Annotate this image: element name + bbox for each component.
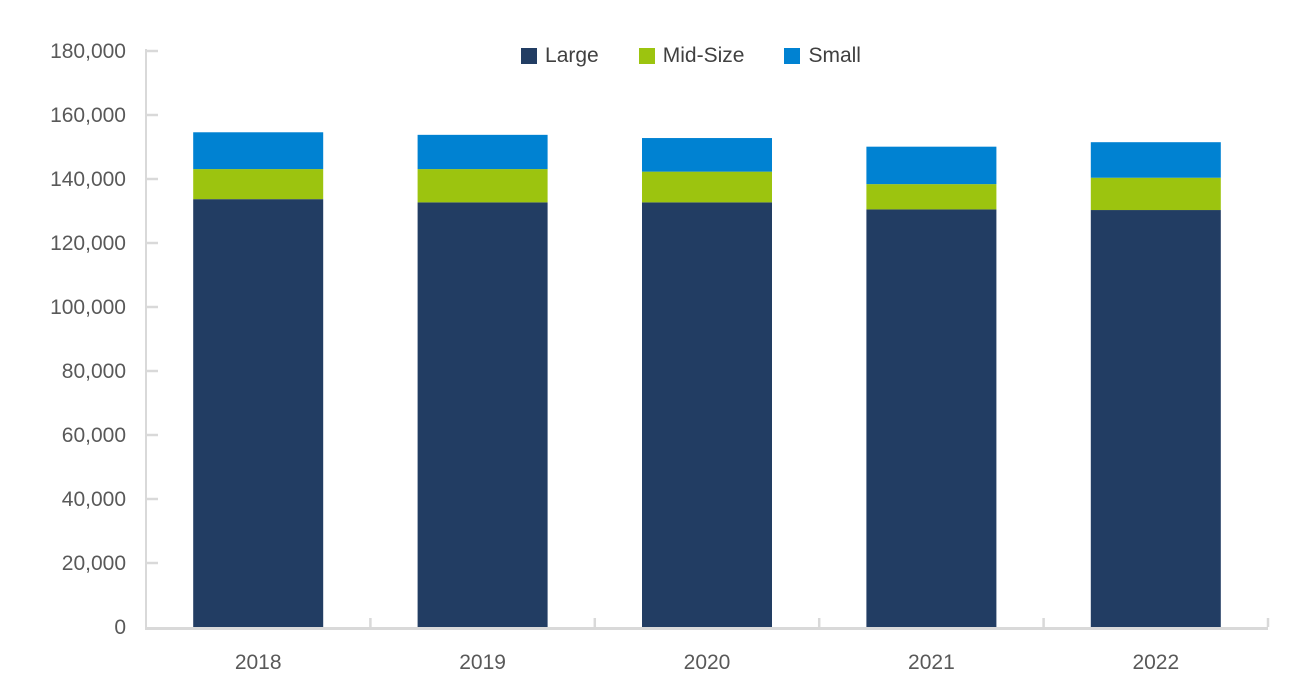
- y-axis-label: 40,000: [62, 488, 126, 511]
- chart-legend: Large Mid-Size Small: [130, 44, 1252, 68]
- y-axis-label: 60,000: [62, 424, 126, 447]
- bar-segment-2018-mid-size: [193, 169, 324, 200]
- legend-item-small: Small: [784, 44, 861, 68]
- y-axis-label: 80,000: [62, 360, 126, 383]
- legend-label-mid-size: Mid-Size: [662, 44, 745, 67]
- bar-segment-2019-mid-size: [417, 169, 548, 203]
- legend-label-small: Small: [808, 44, 861, 67]
- y-axis-label: 20,000: [62, 552, 126, 575]
- bar-segment-2022-mid-size: [1090, 177, 1221, 211]
- x-axis-label: 2022: [1132, 651, 1179, 674]
- x-axis-label: 2019: [459, 651, 506, 674]
- bar-segment-2020-small: [642, 138, 772, 172]
- legend-swatch-small-icon: [784, 48, 801, 64]
- bar-segment-2020-mid-size: [642, 171, 772, 203]
- bar-segment-2018-small: [193, 132, 324, 170]
- y-axis-label: 160,000: [50, 104, 126, 127]
- bar-segment-2018-large: [193, 199, 324, 627]
- legend-swatch-mid-size-icon: [638, 48, 655, 64]
- y-axis-label: 100,000: [50, 296, 126, 319]
- bar-segment-2019-small: [417, 134, 548, 170]
- y-axis-label: 0: [114, 616, 126, 639]
- bar-segment-2022-small: [1090, 142, 1221, 178]
- bar-segment-2021-mid-size: [866, 184, 997, 210]
- bar-segment-2021-large: [866, 209, 997, 627]
- y-axis-label: 180,000: [50, 40, 126, 63]
- legend-swatch-large-icon: [521, 48, 538, 64]
- legend-label-large: Large: [545, 44, 599, 67]
- x-axis-label: 2020: [684, 651, 731, 674]
- x-axis-label: 2018: [235, 651, 282, 674]
- x-axis-label: 2021: [908, 651, 955, 674]
- legend-item-large: Large: [521, 44, 599, 68]
- bar-segment-2020-large: [642, 202, 772, 628]
- bar-segment-2022-large: [1090, 210, 1221, 628]
- y-axis-label: 120,000: [50, 232, 126, 255]
- legend-item-mid-size: Mid-Size: [638, 44, 745, 68]
- bar-segment-2019-large: [417, 202, 548, 628]
- bar-segment-2021-small: [866, 146, 997, 185]
- y-axis-label: 140,000: [50, 168, 126, 191]
